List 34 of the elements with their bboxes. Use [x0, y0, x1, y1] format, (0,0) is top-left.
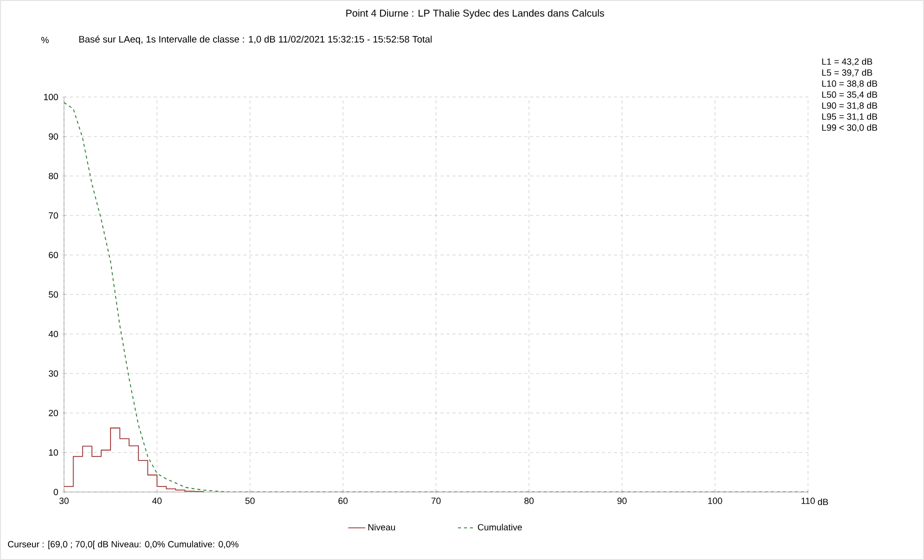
chart-subtitle: Basé sur LAeq, 1s Intervalle de classe : 1,0 dB 11/02/2021 15:32:15 - 15:52:58 Total — [79, 36, 432, 44]
legend-label: Cumulative — [478, 524, 522, 530]
text: L5 = 39,7 dB — [822, 69, 872, 77]
legend-label: Niveau — [368, 524, 395, 530]
x-tick-label: 100 — [708, 498, 722, 504]
y-tick-label: 10 — [49, 449, 58, 456]
y-tick-label: 60 — [48, 252, 58, 258]
text: L50 = 35,4 dB — [822, 91, 878, 99]
y-tick-label: 50 — [48, 291, 58, 298]
x-tick-label: 110 — [802, 498, 815, 504]
x-tick-label: 30 — [59, 498, 69, 504]
y-tick-label: 90 — [48, 133, 58, 140]
y-tick-label: 100 — [44, 94, 58, 100]
text: L99 < 30,0 dB — [822, 124, 878, 132]
x-tick-label: 90 — [617, 498, 627, 504]
x-tick-label: 80 — [524, 498, 534, 504]
y-tick-label: 0 — [54, 488, 58, 496]
y-tick-label: 20 — [48, 410, 58, 416]
text: Curseur : [69,0 ; 70,0[ dB Niveau: 0,0% Cumulative: 0,0% — [8, 540, 238, 550]
x-tick-label: 70 — [431, 498, 441, 504]
y-tick-label: 80 — [48, 172, 58, 180]
x-tick-label: 60 — [338, 498, 348, 504]
text: L1 = 43,2 dB — [822, 58, 872, 66]
text: L95 = 31,1 dB — [822, 113, 878, 121]
chart-title: Point 4 Diurne : LP Thalie Sydec des Landes dans Calculs — [346, 9, 604, 19]
y-tick-label: 70 — [48, 212, 58, 219]
x-tick-label: 40 — [152, 498, 162, 504]
text: L10 = 38,8 dB — [822, 80, 878, 88]
text: L90 = 31,8 dB — [822, 102, 878, 110]
y-tick-label: 40 — [48, 330, 58, 338]
x-tick-label: 50 — [245, 498, 255, 504]
text: % — [41, 36, 49, 44]
x-axis-title: dB — [818, 498, 828, 506]
y-tick-label: 30 — [48, 370, 58, 377]
